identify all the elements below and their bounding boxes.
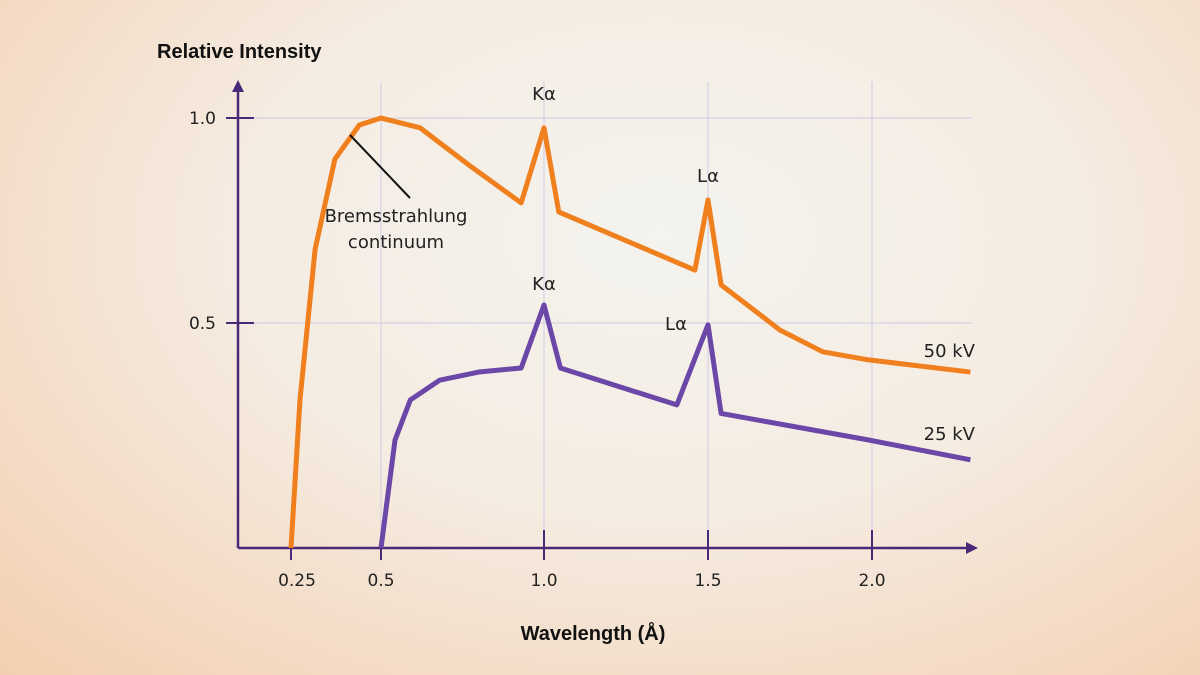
annotation-la-50kv: Lα [697,166,719,187]
x-axis-label: Wavelength (Å) [521,621,666,645]
annotation-la-25kv: Lα [665,314,687,335]
bremsstrahlung-pointer [349,134,411,199]
x-tick-label: 1.0 [530,571,557,591]
y-axis-arrow [232,80,244,92]
series-line-50kv [288,115,971,549]
annotation-ka-50kv: Kα [532,84,556,105]
legend-25kv: 25 kV [924,424,976,445]
x-tick-label: 2.0 [858,571,885,591]
x-tick-label: 0.25 [278,571,316,591]
x-tick-label: 1.5 [694,571,721,591]
series-lines [288,115,971,549]
annotation-continuum: continuum [348,232,444,253]
y-tick-label: 0.5 [189,314,216,334]
annotation-bremsstrahlung: Bremsstrahlung [325,206,468,227]
annotation-ka-25kv: Kα [532,274,556,295]
x-axis-arrow [966,542,978,554]
legend-50kv: 50 kV [924,341,976,362]
y-axis-label: Relative Intensity [157,41,322,63]
x-tick-label: 0.5 [367,571,394,591]
y-tick-label: 1.0 [189,109,216,129]
series-line-25kv [378,302,971,549]
grid [238,82,972,548]
axes: 0.25 0.5 1.0 1.5 2.0 0.5 1.0 [189,80,978,591]
